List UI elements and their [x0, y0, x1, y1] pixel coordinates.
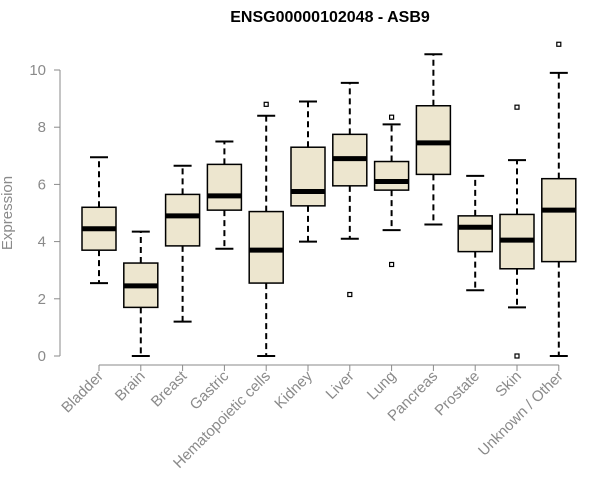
- box-skin: [499, 104, 535, 359]
- iqr-box: [415, 105, 452, 176]
- y-tick-label: 0: [38, 348, 46, 365]
- x-tick-label: Skin: [492, 368, 525, 401]
- y-axis-label: Expression: [0, 176, 16, 250]
- y-tick-label: 6: [38, 176, 46, 193]
- y-tick-label: 10: [29, 62, 46, 79]
- box-hematopoietic-cells: [248, 101, 284, 357]
- outlier-point: [514, 353, 520, 359]
- box-prostate: [457, 174, 493, 292]
- outlier-point: [389, 114, 395, 120]
- iqr-box: [164, 193, 201, 247]
- iqr-box: [206, 163, 243, 211]
- x-tick-label: Prostate: [431, 368, 483, 420]
- iqr-box: [290, 146, 326, 207]
- x-tick-label: Brain: [112, 368, 149, 405]
- outlier-point: [347, 291, 353, 298]
- outlier-point: [263, 101, 269, 107]
- outlier-point: [514, 104, 520, 110]
- box-breast: [164, 164, 201, 323]
- y-tick-label: 8: [38, 119, 46, 136]
- iqr-box: [457, 215, 493, 253]
- y-tick-label: 2: [38, 291, 46, 308]
- iqr-box: [373, 160, 410, 191]
- iqr-box: [248, 210, 284, 284]
- box-brain: [123, 230, 159, 357]
- x-tick-label: Breast: [148, 367, 191, 410]
- x-tick-label: Bladder: [58, 368, 107, 417]
- chart-title: ENSG00000102048 - ASB9: [230, 9, 430, 26]
- x-tick-label: Lung: [364, 368, 400, 404]
- box-unknown-other: [541, 41, 577, 357]
- y-tick-label: 4: [38, 234, 46, 251]
- box-lung: [373, 114, 410, 268]
- box-liver: [332, 81, 368, 298]
- box-kidney: [290, 100, 326, 243]
- outlier-point: [556, 41, 562, 47]
- box-gastric: [206, 140, 243, 250]
- box-pancreas: [415, 53, 452, 226]
- x-tick-label: Liver: [323, 368, 358, 403]
- x-tick-label: Kidney: [271, 367, 316, 412]
- iqr-box: [541, 177, 577, 263]
- outlier-point: [389, 261, 395, 268]
- box-bladder: [81, 156, 117, 285]
